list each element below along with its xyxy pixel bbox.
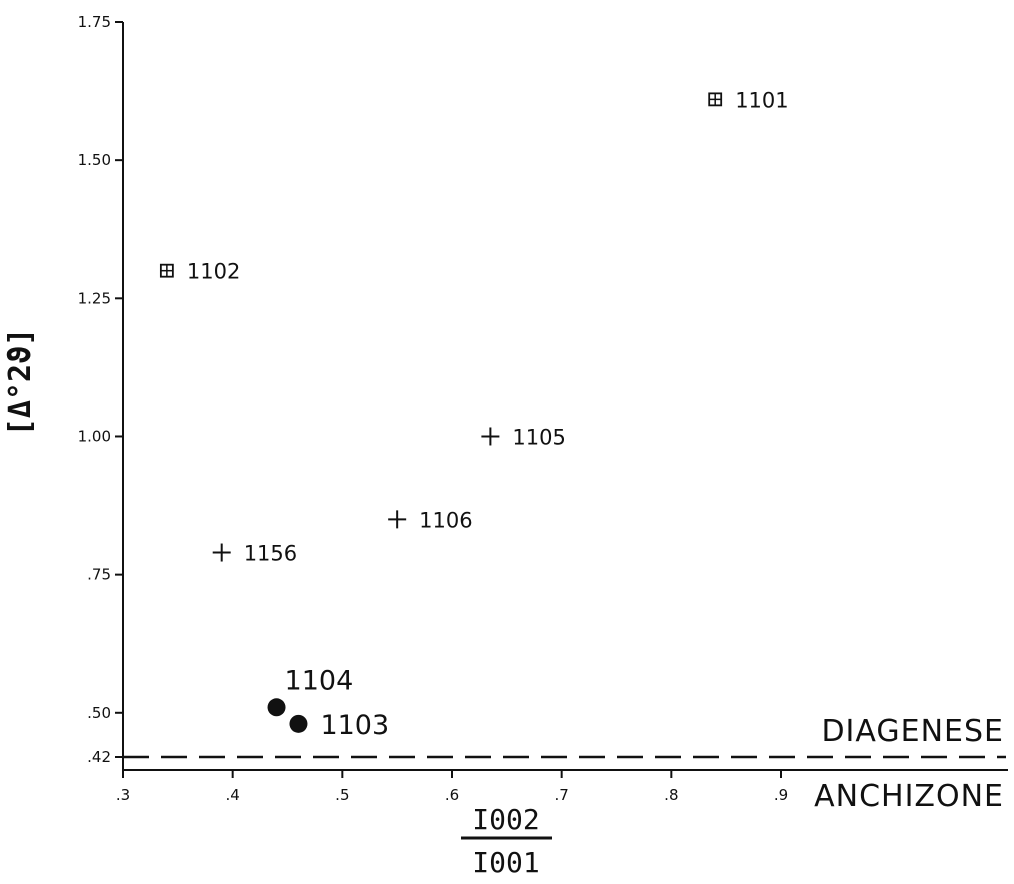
x-tick-label: .5 [335, 786, 349, 804]
point-label: 1101 [735, 88, 788, 112]
data-points: 1101 1102 1105 1106 1156 1104 1103 [159, 88, 789, 741]
x-tick-label: .7 [555, 786, 569, 804]
x-axis-title-numerator: I002 [472, 803, 539, 836]
data-point-1104: 1104 [267, 665, 354, 717]
axes [122, 22, 1008, 771]
y-tick-label: .75 [87, 566, 111, 584]
x-tick-label: .9 [774, 786, 788, 804]
point-label: 1106 [419, 508, 472, 532]
y-tick-label: .50 [87, 704, 111, 722]
point-label: 1103 [320, 710, 389, 741]
point-label: 1105 [512, 425, 565, 449]
data-point-1102: 1102 [159, 260, 240, 284]
data-point-1101: 1101 [708, 88, 789, 112]
y-ticks: 1.75 1.50 1.25 1.00 .75 .50 .42 [78, 13, 123, 766]
zone-label-anchizone: ANCHIZONE [814, 779, 1004, 814]
point-label: 1104 [285, 665, 354, 696]
y-tick-label: 1.50 [78, 151, 111, 169]
x-tick-label: .6 [445, 786, 459, 804]
marker-dot [289, 714, 308, 733]
x-tick-label: .3 [116, 786, 130, 804]
point-label: 1156 [244, 542, 297, 566]
data-point-1105: 1105 [481, 425, 566, 449]
x-ticks: .3 .4 .5 .6 .7 .8 .9 [116, 770, 788, 804]
marker-dot [267, 698, 286, 717]
y-tick-label: .42 [87, 748, 111, 766]
data-point-1103: 1103 [289, 710, 389, 741]
data-point-1156: 1156 [212, 542, 297, 566]
y-tick-label: 1.75 [78, 13, 111, 31]
point-label: 1102 [187, 260, 240, 284]
x-tick-label: .4 [226, 786, 240, 804]
zone-label-diagenese: DIAGENESE [821, 714, 1004, 749]
y-tick-label: 1.25 [78, 289, 111, 307]
data-point-1106: 1106 [388, 508, 473, 532]
x-axis-title-denominator: I001 [472, 846, 539, 879]
x-tick-label: .8 [664, 786, 678, 804]
y-axis-title: [Δ°2ϑ] [3, 328, 38, 436]
y-tick-label: 1.00 [78, 427, 111, 445]
